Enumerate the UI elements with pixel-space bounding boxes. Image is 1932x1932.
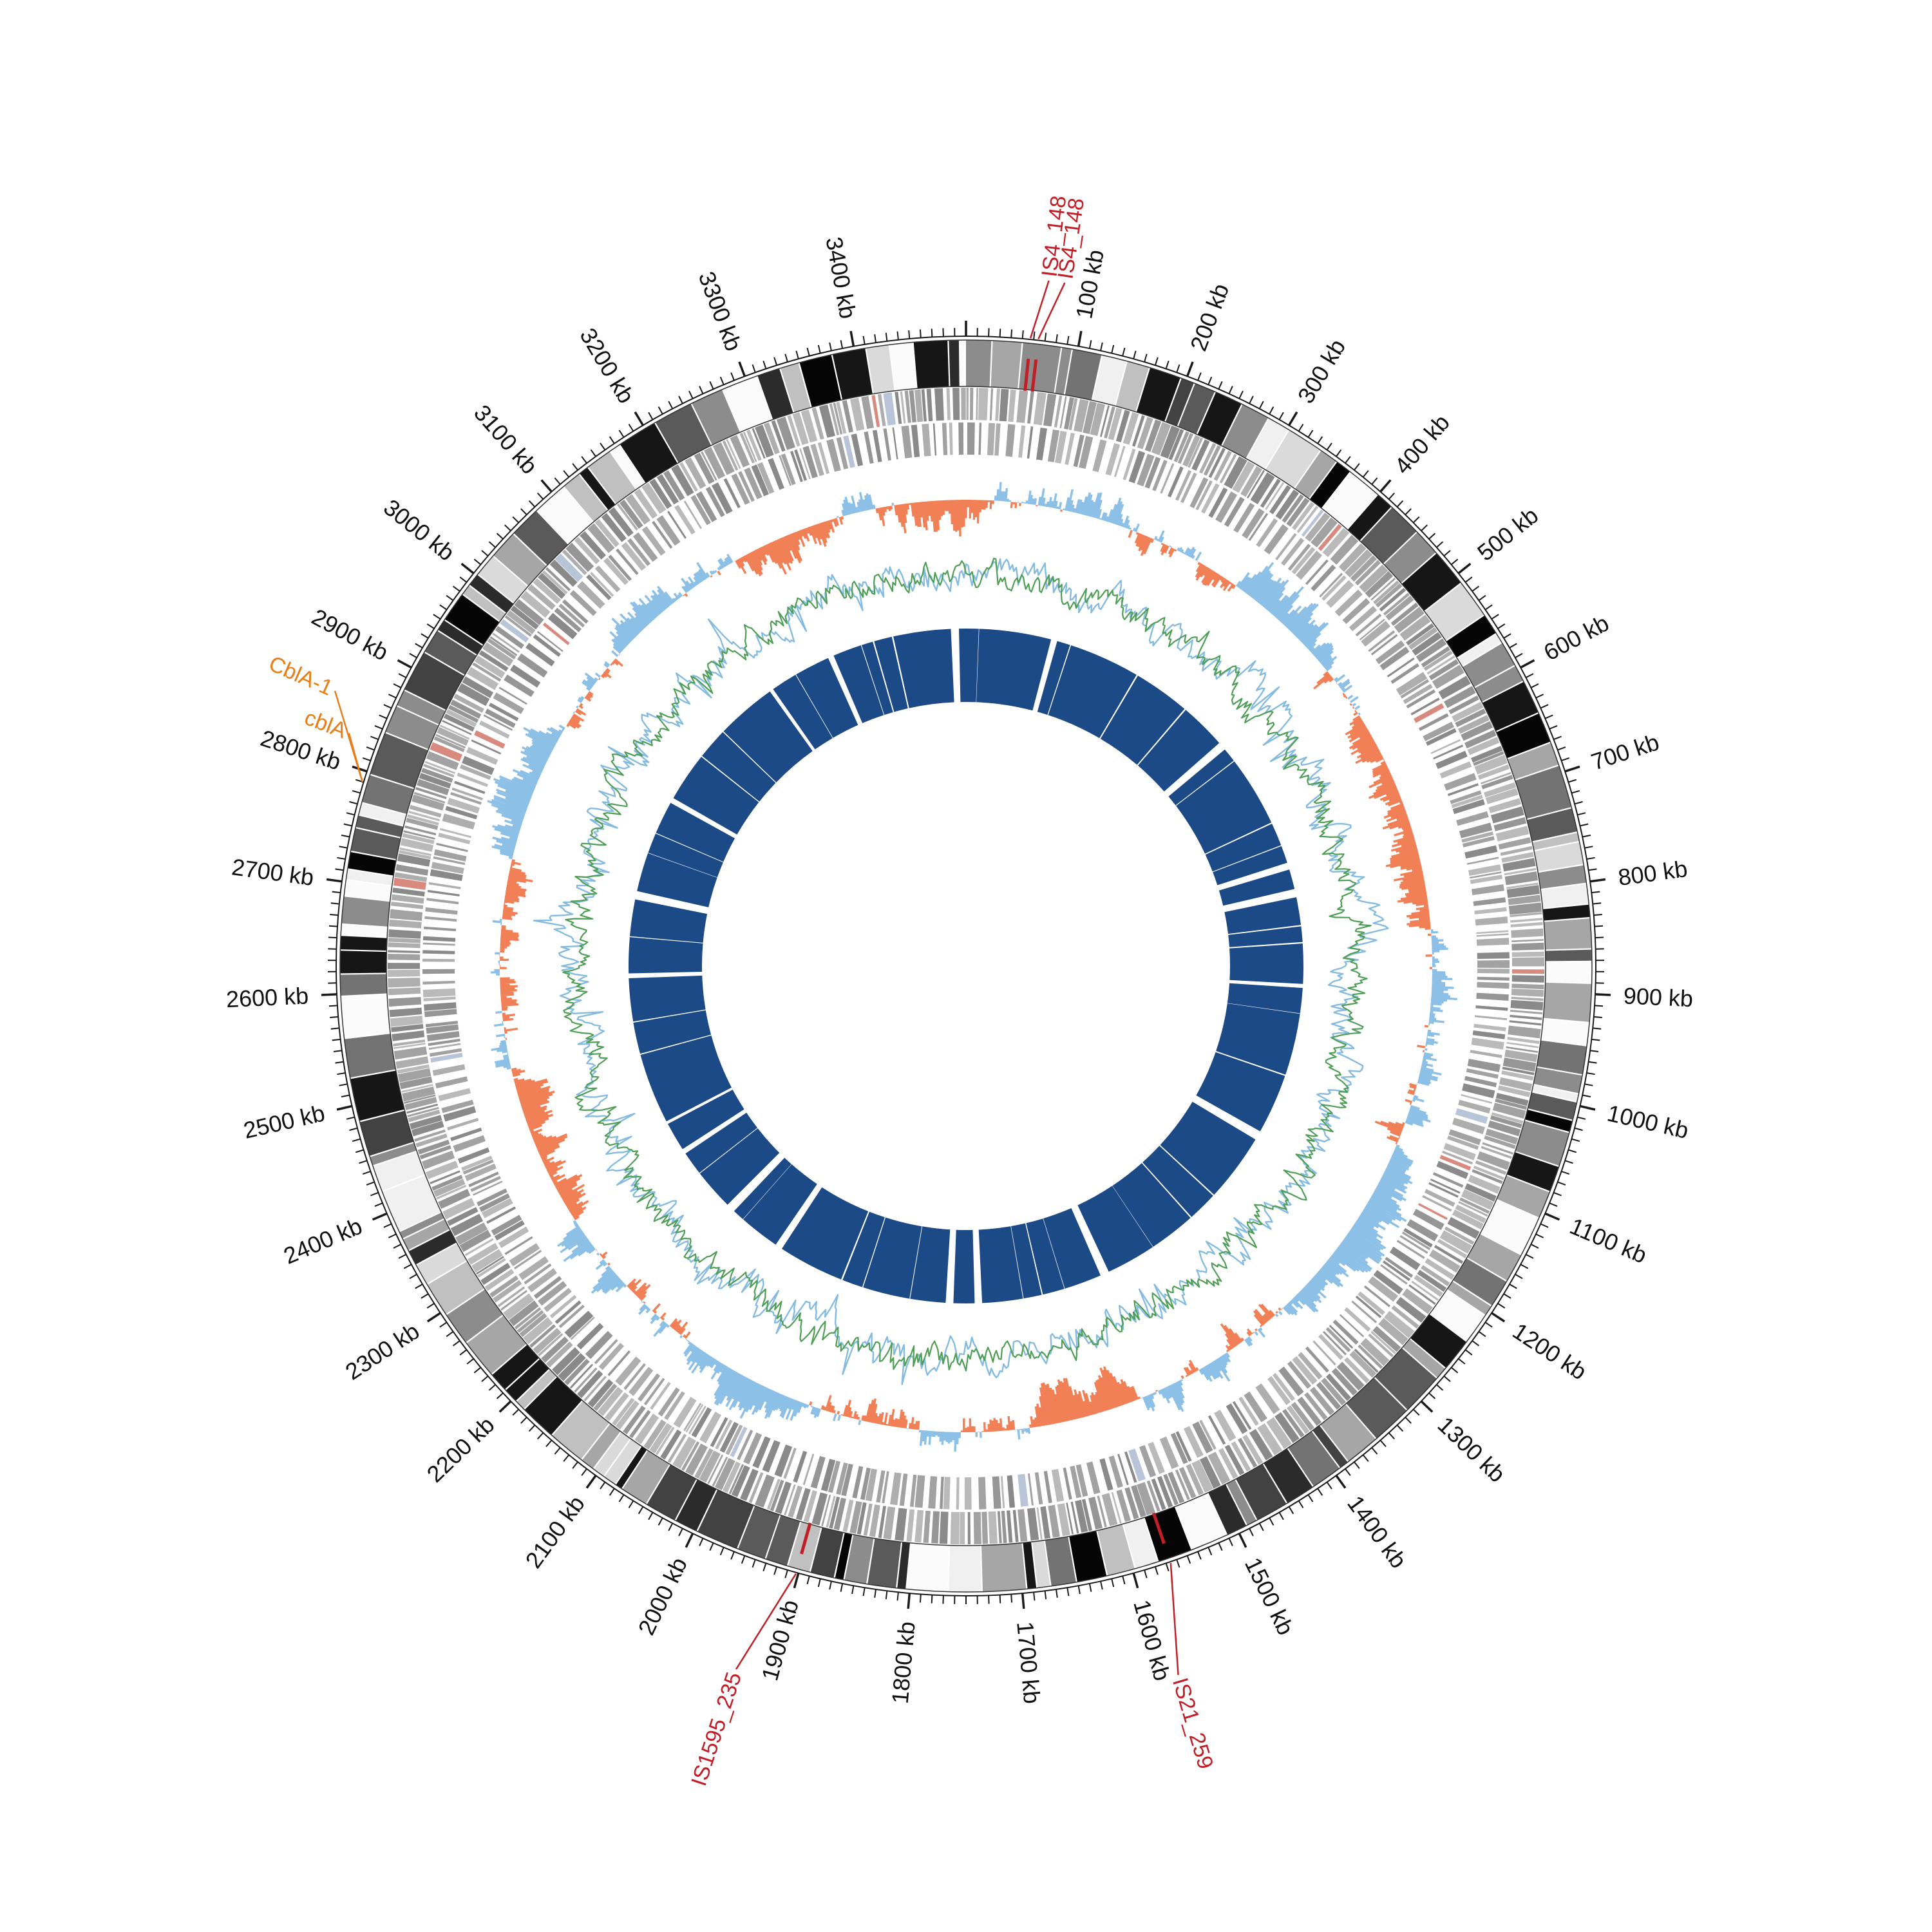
scale-tick-label: 3300 kb [694,268,747,354]
scale-tick-label: 2100 kb [520,1491,589,1573]
scale-tick-label: 1600 kb [1128,1597,1176,1683]
annotation-label-cbla-1: CblA-1 [265,651,336,700]
genes-reverse [422,422,1510,1510]
scale-tick-label: 500 kb [1472,502,1543,565]
scale-tick-label: 1000 kb [1605,1099,1691,1144]
annotation-label-cbla: cblA [301,705,350,743]
scale-tick-label: 800 kb [1616,855,1689,891]
scale-tick-label: 1200 kb [1508,1318,1592,1385]
annotation-label-is21-259: IS21_259 [1168,1675,1218,1772]
scale-tick-label: 2700 kb [230,853,315,891]
alignment-ring [628,628,1304,1303]
scale-tick-label: 700 kb [1588,728,1662,775]
coverage-line-blue [533,558,1389,1385]
scale-tick-label: 3400 kb [820,235,861,321]
scale-tick-label: 1100 kb [1566,1213,1651,1269]
gc-content-line-green [562,557,1372,1372]
scale-tick-label: 1800 kb [887,1620,920,1705]
scale-tick-label: 2200 kb [422,1411,500,1487]
scale-tick-label: 200 kb [1185,280,1234,355]
scale-tick-label: 400 kb [1389,409,1455,478]
scale-tick-label: 1900 kb [756,1597,804,1683]
scale-tick-label: 3200 kb [574,323,639,408]
scale-tick-label: 3000 kb [379,494,460,566]
scale-tick-label: 300 kb [1293,334,1351,408]
karyotype-ring [339,339,1593,1593]
scale-tick-label: 1400 kb [1342,1491,1412,1573]
scale-tick-label: 2000 kb [633,1553,692,1639]
scale-tick-label: 600 kb [1539,609,1613,665]
scale-tick-label: 2900 kb [307,603,392,666]
scale-tick-label: 1700 kb [1012,1620,1045,1705]
annotation-label-is1595-235: IS1595_235 [687,1669,746,1789]
scale-tick-label: 2600 kb [225,982,309,1012]
scale-tick-label: 2400 kb [279,1213,366,1269]
scale-tick-label: 2500 kb [241,1099,327,1144]
scale-tick-label: 1300 kb [1433,1411,1511,1487]
gc-skew-histogram [487,482,1457,1452]
scale-tick-label: 900 kb [1623,982,1694,1012]
scale-tick-label: 2300 kb [341,1318,424,1385]
scale-tick-label: 1500 kb [1240,1553,1299,1639]
scale-tick-label: 3100 kb [469,399,543,478]
